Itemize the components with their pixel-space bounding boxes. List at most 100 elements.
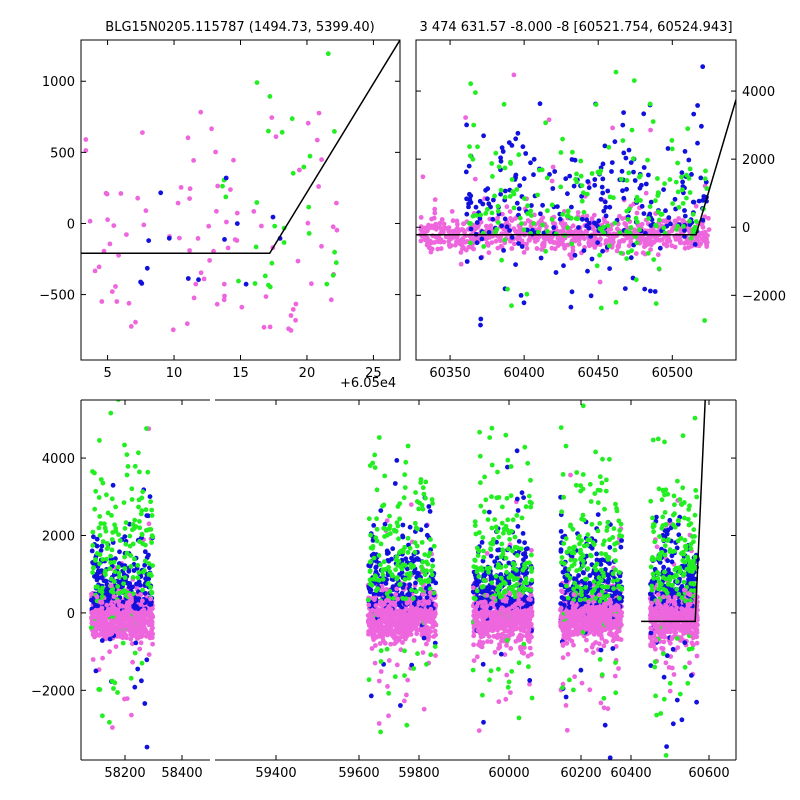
data-point [622,286,628,291]
data-point [490,216,496,222]
data-point [399,634,404,640]
data-point [129,712,134,718]
data-point [431,590,437,596]
data-point [518,546,524,552]
data-point [437,220,443,226]
data-point [529,552,534,558]
data-point [628,239,634,245]
data-point [100,655,105,661]
data-point [441,239,447,245]
data-point [471,235,476,240]
data-point [638,173,643,179]
data-point [378,729,383,735]
data-point [132,463,138,469]
data-point [305,220,311,226]
data-point [372,597,377,603]
data-point [544,175,550,181]
data-point [467,144,472,150]
data-point [500,548,506,554]
data-point [398,703,403,708]
data-point [558,220,564,226]
data-point [525,203,530,209]
data-point [99,594,105,599]
y-tick-label: −2000 [742,289,786,304]
data-point [195,236,201,241]
data-point [382,521,388,527]
data-point [377,641,383,646]
data-point [378,659,384,664]
data-point [626,147,632,153]
panel-top-left-model-line [81,40,400,255]
data-point [418,224,424,230]
data-point [193,281,199,287]
data-point [639,203,645,209]
data-point [140,489,146,495]
data-point [617,230,623,236]
data-point [429,497,435,502]
data-point [122,526,128,531]
data-point [386,558,392,564]
data-point [661,187,666,193]
data-point [519,633,525,639]
data-point [412,601,417,606]
data-point [514,567,519,573]
data-point [488,601,494,607]
data-point [142,701,148,706]
data-point [499,223,504,229]
data-point [523,504,529,510]
data-point [407,582,413,588]
data-point [471,564,477,569]
data-point [498,191,503,197]
data-point [104,602,110,608]
data-point [493,238,499,244]
data-point [373,603,379,608]
data-point [378,592,383,597]
panel-top-left-title: BLG15N0205.115787 (1494.73, 5399.40) [105,20,374,35]
data-point [115,584,121,589]
data-point [517,226,523,232]
data-point [489,580,495,586]
data-point [416,506,422,512]
data-point [468,240,473,246]
data-point [403,556,409,562]
data-point [420,626,425,632]
data-point [399,570,405,575]
data-point [211,248,216,254]
data-point [573,216,579,222]
data-point [475,144,480,150]
data-point [575,210,581,215]
data-point [624,229,629,234]
data-point [535,192,540,198]
data-point [603,204,609,210]
data-point [146,609,151,615]
data-point [433,234,439,240]
data-point [231,157,236,163]
data-point [498,554,504,560]
data-point [122,575,128,580]
data-point [632,178,638,183]
data-point [107,719,112,725]
data-point [145,581,151,587]
data-point [478,630,484,636]
data-point [187,186,193,192]
data-point [648,238,653,244]
data-point [558,150,564,155]
data-point [585,268,590,274]
data-point [502,165,508,171]
data-point [549,217,555,222]
data-point [700,198,706,203]
data-point [139,660,145,666]
data-point [113,284,118,289]
data-point [653,198,658,204]
x-tick-label: 25 [365,366,382,381]
data-point [602,639,608,644]
data-point [581,209,587,215]
data-point [565,191,570,197]
data-point [500,618,506,624]
data-point [502,652,508,657]
data-point [143,507,149,513]
data-point [422,572,428,578]
data-point [432,628,438,634]
data-point [678,238,683,243]
y-tick-label: 500 [50,146,75,161]
